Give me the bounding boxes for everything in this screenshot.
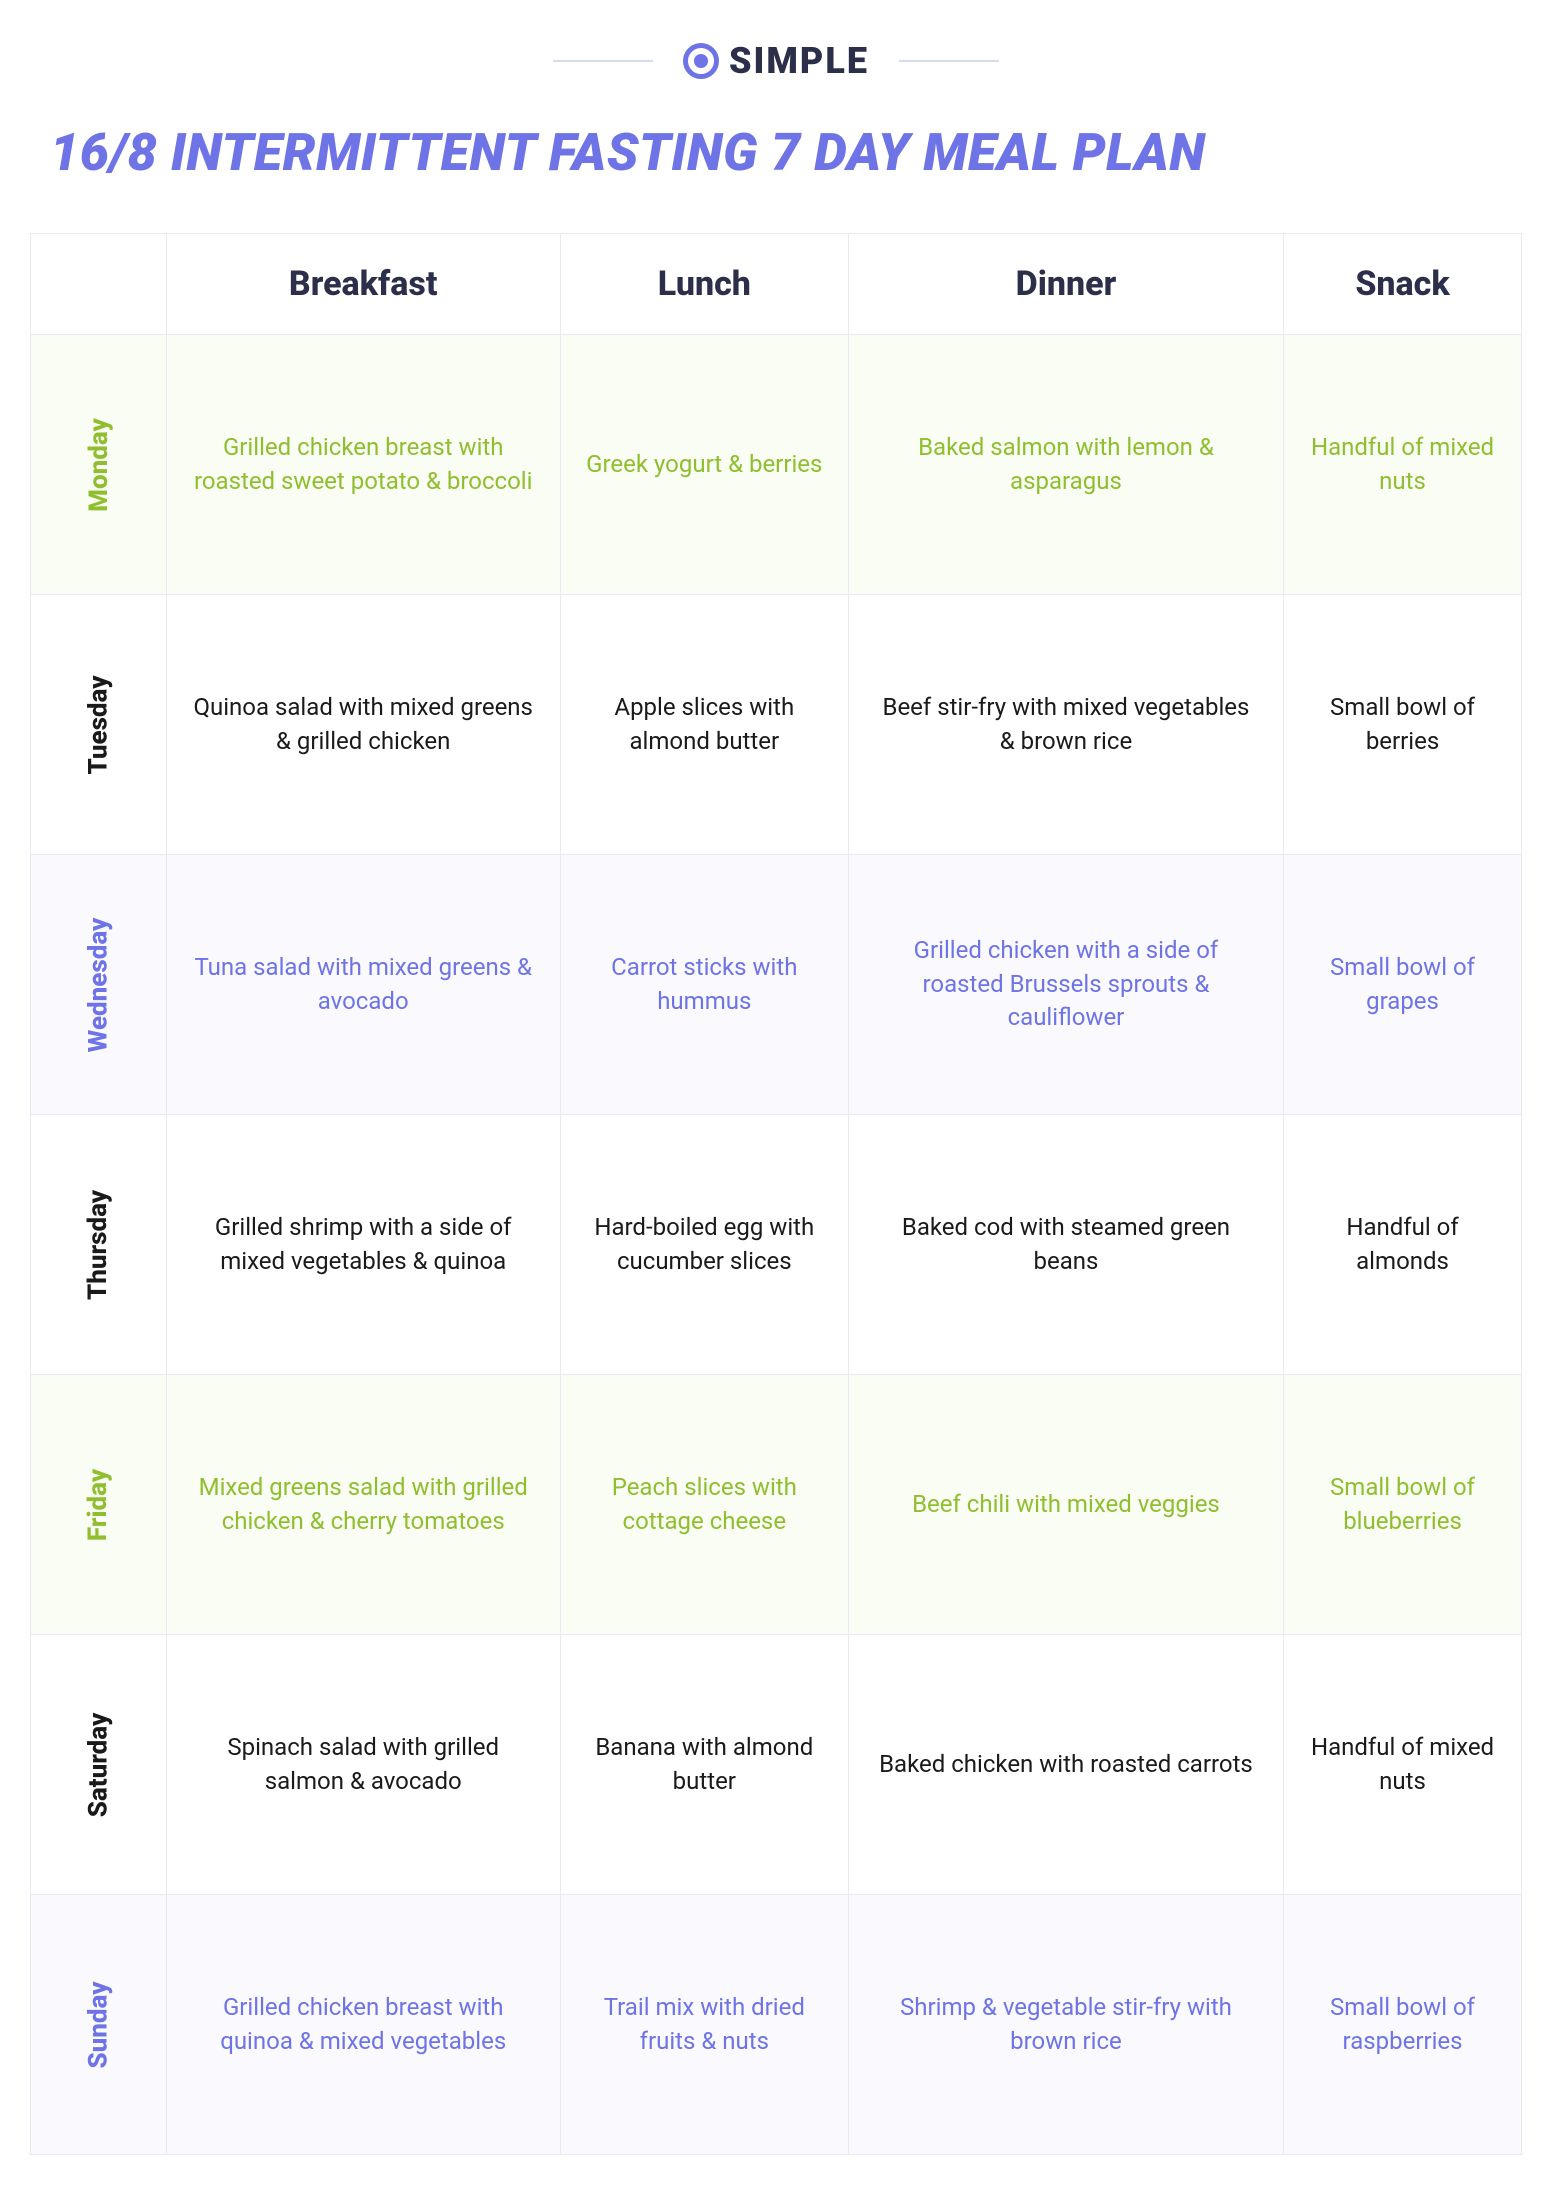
meal-cell: Handful of almonds [1284,1115,1522,1375]
day-name: Tuesday [83,675,113,774]
meal-cell: Banana with almond butter [560,1635,848,1895]
day-name: Friday [83,1468,113,1540]
brand-icon [683,43,719,79]
meal-cell: Trail mix with dried fruits & nuts [560,1895,848,2155]
day-name: Saturday [83,1712,113,1817]
meal-cell: Grilled chicken breast with quinoa & mix… [166,1895,560,2155]
meal-cell: Small bowl of blueberries [1284,1375,1522,1635]
page-title: 16/8 INTERMITTENT FASTING 7 DAY MEAL PLA… [30,122,1522,183]
day-label: Friday [31,1375,167,1635]
table-row: Wednesday Tuna salad with mixed greens & … [31,855,1522,1115]
day-name: Wednesday [83,917,113,1052]
meal-cell: Spinach salad with grilled salmon & avoc… [166,1635,560,1895]
table-row: Thursday Grilled shrimp with a side of mi… [31,1115,1522,1375]
divider-right [899,60,999,62]
logo-header: SIMPLE [30,40,1522,82]
brand-logo: SIMPLE [683,40,869,82]
meal-cell: Tuna salad with mixed greens & avocado [166,855,560,1115]
divider-left [553,60,653,62]
meal-cell: Grilled chicken with a side of roasted B… [848,855,1283,1115]
meal-cell: Greek yogurt & berries [560,335,848,595]
meal-cell: Beef chili with mixed veggies [848,1375,1283,1635]
table-corner [31,234,167,335]
meal-cell: Small bowl of grapes [1284,855,1522,1115]
meal-cell: Peach slices with cottage cheese [560,1375,848,1635]
day-name: Sunday [83,1981,113,2068]
table-row: Friday Mixed greens salad with grilled ch… [31,1375,1522,1635]
brand-name: SIMPLE [729,40,869,82]
meal-plan-table: Breakfast Lunch Dinner Snack Monday Grill… [30,233,1522,2155]
day-label: Wednesday [31,855,167,1115]
day-name: Thursday [83,1189,113,1299]
day-label: Saturday [31,1635,167,1895]
table-row: Saturday Spinach salad with grilled salmo… [31,1635,1522,1895]
col-snack: Snack [1284,234,1522,335]
col-breakfast: Breakfast [166,234,560,335]
day-label: Sunday [31,1895,167,2155]
day-label: Thursday [31,1115,167,1375]
meal-cell: Quinoa salad with mixed greens & grilled… [166,595,560,855]
table-row: Sunday Grilled chicken breast with quinoa… [31,1895,1522,2155]
meal-cell: Mixed greens salad with grilled chicken … [166,1375,560,1635]
day-label: Tuesday [31,595,167,855]
meal-cell: Handful of mixed nuts [1284,1635,1522,1895]
table-row: Monday Grilled chicken breast with roaste… [31,335,1522,595]
table-header-row: Breakfast Lunch Dinner Snack [31,234,1522,335]
meal-cell: Baked cod with steamed green beans [848,1115,1283,1375]
meal-cell: Grilled shrimp with a side of mixed vege… [166,1115,560,1375]
meal-cell: Beef stir-fry with mixed vegetables & br… [848,595,1283,855]
day-label: Monday [31,335,167,595]
meal-cell: Apple slices with almond butter [560,595,848,855]
col-dinner: Dinner [848,234,1283,335]
meal-cell: Small bowl of berries [1284,595,1522,855]
meal-cell: Shrimp & vegetable stir-fry with brown r… [848,1895,1283,2155]
meal-cell: Carrot sticks with hummus [560,855,848,1115]
meal-cell: Baked chicken with roasted carrots [848,1635,1283,1895]
meal-cell: Baked salmon with lemon & asparagus [848,335,1283,595]
meal-cell: Hard-boiled egg with cucumber slices [560,1115,848,1375]
col-lunch: Lunch [560,234,848,335]
day-name: Monday [83,418,113,512]
meal-cell: Handful of mixed nuts [1284,335,1522,595]
table-row: Tuesday Quinoa salad with mixed greens & … [31,595,1522,855]
meal-cell: Grilled chicken breast with roasted swee… [166,335,560,595]
meal-cell: Small bowl of raspberries [1284,1895,1522,2155]
